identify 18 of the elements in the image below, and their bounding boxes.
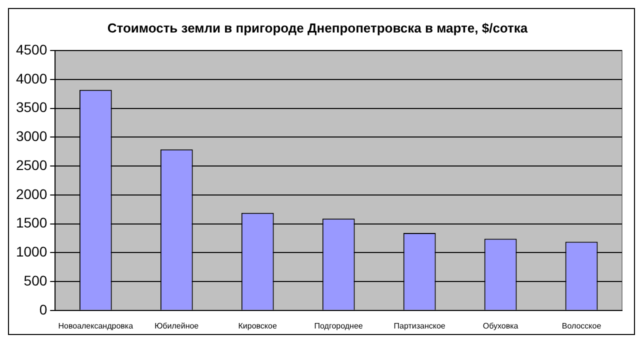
x-tick-label: Новоалександровка (58, 321, 134, 330)
x-tick-label: Подгороднее (314, 321, 364, 330)
y-tick-label: 4500 (16, 41, 48, 58)
y-tick-label: 1500 (16, 214, 48, 231)
y-tick-label: 3500 (16, 99, 48, 116)
x-tick-label: Партизанское (394, 321, 446, 330)
x-tick-label: Кировское (238, 321, 278, 330)
y-tick-label: 500 (24, 272, 48, 288)
chart-title: Стоимость земли в пригороде Днепропетровска в марте, $/сотка (107, 20, 528, 36)
x-tick-label: Юбилейное (154, 321, 200, 330)
y-tick-label: 2000 (16, 186, 48, 202)
x-tick-label: Обуховка (482, 321, 519, 330)
y-tick-label: 2500 (16, 156, 48, 173)
x-tick-label: Волосское (562, 321, 602, 330)
y-tick-label: 4000 (16, 70, 48, 86)
y-tick-label: 0 (39, 301, 48, 318)
y-tick-label: 3000 (16, 128, 48, 144)
y-tick-label: 1000 (16, 244, 48, 260)
